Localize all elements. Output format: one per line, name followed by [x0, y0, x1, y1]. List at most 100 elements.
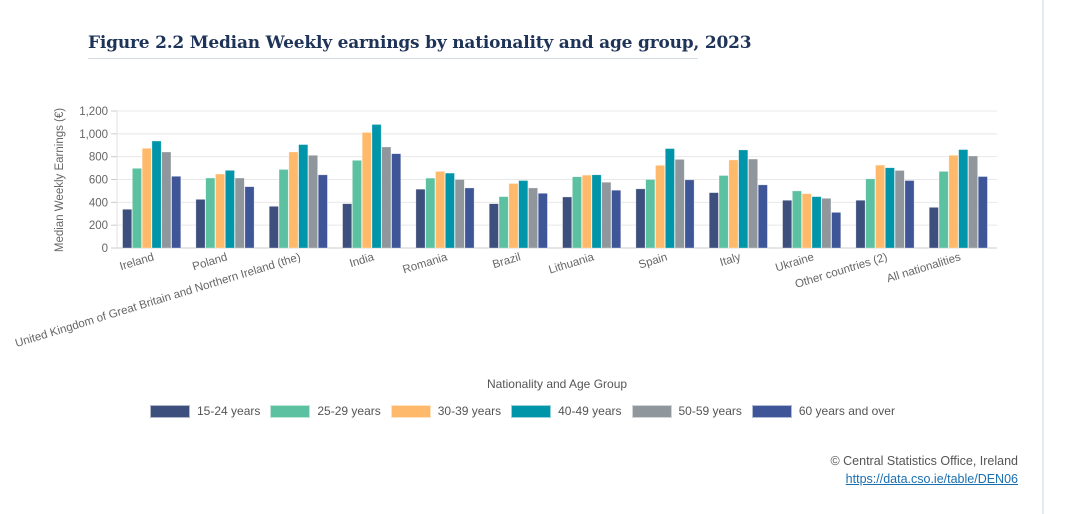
bar-30-39-years-6[interactable]: [581, 174, 592, 249]
legend-item[interactable]: 50-59 years: [631, 404, 742, 418]
legend-swatch: [511, 404, 552, 418]
bar-25-29-years-5[interactable]: [498, 196, 509, 249]
y-axis-label: Median Weekly Earnings (€): [54, 108, 66, 252]
bar-30-39-years-10[interactable]: [875, 164, 885, 249]
bar-40-49-years-5[interactable]: [518, 180, 529, 249]
bar-60-years-and-over-5[interactable]: [537, 193, 548, 249]
bar-25-29-years-4[interactable]: [425, 177, 436, 249]
bar-60-years-and-over-0[interactable]: [171, 176, 182, 249]
x-tick-label: All nationalities: [885, 251, 962, 285]
bar-40-49-years-9[interactable]: [811, 196, 822, 249]
bar-60-years-and-over-2[interactable]: [317, 174, 328, 249]
x-axis-label: Nationality and Age Group: [487, 377, 627, 391]
bar-40-49-years-10[interactable]: [884, 167, 895, 249]
bar-15-24-years-4[interactable]: [415, 188, 426, 249]
legend-item[interactable]: 30-39 years: [390, 404, 502, 418]
bar-30-39-years-9[interactable]: [801, 193, 812, 249]
bar-25-29-years-0[interactable]: [132, 168, 142, 249]
legend-item[interactable]: 25-29 years: [270, 404, 381, 418]
y-tick-label: 200: [89, 220, 108, 232]
bar-50-59-years-8[interactable]: [748, 158, 758, 249]
bar-50-59-years-10[interactable]: [894, 170, 905, 249]
bar-50-59-years-5[interactable]: [528, 187, 538, 249]
bar-15-24-years-2[interactable]: [268, 206, 279, 249]
legend-label: 30-39 years: [437, 404, 502, 418]
bar-50-59-years-3[interactable]: [381, 146, 392, 249]
bar-15-24-years-1[interactable]: [195, 199, 206, 249]
bar-60-years-and-over-11[interactable]: [977, 176, 988, 249]
legend-item[interactable]: 40-49 years: [511, 404, 622, 418]
bar-25-29-years-10[interactable]: [865, 178, 876, 249]
x-tick-label: United Kingdom of Great Britain and Nort…: [14, 251, 303, 350]
bar-50-59-years-0[interactable]: [161, 151, 172, 249]
bar-30-39-years-3[interactable]: [361, 132, 372, 249]
bar-50-59-years-2[interactable]: [308, 154, 318, 249]
bar-25-29-years-9[interactable]: [792, 190, 802, 249]
bar-15-24-years-6[interactable]: [562, 196, 573, 249]
legend-label: 15-24 years: [197, 404, 261, 418]
bar-40-49-years-8[interactable]: [738, 149, 749, 249]
y-tick-label: 800: [89, 152, 108, 164]
bar-40-49-years-0[interactable]: [151, 140, 162, 249]
bar-25-29-years-1[interactable]: [205, 177, 216, 249]
bar-15-24-years-5[interactable]: [488, 203, 499, 249]
bar-60-years-and-over-9[interactable]: [831, 212, 842, 249]
bar-25-29-years-3[interactable]: [352, 160, 362, 249]
bar-30-39-years-2[interactable]: [288, 151, 299, 249]
bar-30-39-years-8[interactable]: [728, 159, 739, 249]
bar-30-39-years-11[interactable]: [948, 154, 959, 249]
bar-15-24-years-0[interactable]: [122, 208, 133, 249]
bar-15-24-years-8[interactable]: [708, 192, 719, 249]
bar-60-years-and-over-7[interactable]: [684, 179, 695, 249]
bar-60-years-and-over-8[interactable]: [757, 184, 768, 249]
bar-40-49-years-2[interactable]: [298, 144, 309, 249]
bar-60-years-and-over-10[interactable]: [904, 180, 915, 249]
bar-25-29-years-7[interactable]: [645, 179, 656, 249]
bar-25-29-years-6[interactable]: [572, 176, 582, 249]
bar-15-24-years-3[interactable]: [342, 203, 353, 249]
bar-40-49-years-4[interactable]: [444, 172, 455, 249]
bar-40-49-years-6[interactable]: [591, 174, 602, 249]
legend-label: 40-49 years: [558, 404, 622, 418]
x-tick-label: Romania: [401, 251, 449, 276]
bar-50-59-years-9[interactable]: [821, 198, 832, 249]
bar-60-years-and-over-4[interactable]: [464, 187, 475, 249]
bar-15-24-years-10[interactable]: [855, 199, 866, 249]
x-tick-label: Spain: [637, 251, 669, 271]
bar-50-59-years-6[interactable]: [601, 181, 612, 249]
bar-15-24-years-7[interactable]: [635, 188, 646, 249]
source-link[interactable]: https://data.cso.ie/table/DEN06: [845, 472, 1018, 486]
figure-title: Figure 2.2 Median Weekly earnings by nat…: [88, 33, 752, 53]
bar-50-59-years-7[interactable]: [674, 159, 685, 249]
bar-25-29-years-11[interactable]: [938, 171, 949, 249]
bar-40-49-years-1[interactable]: [225, 170, 235, 249]
bar-60-years-and-over-3[interactable]: [391, 153, 402, 249]
legend-label: 60 years and over: [798, 404, 895, 418]
bar-50-59-years-1[interactable]: [234, 177, 245, 249]
bar-40-49-years-11[interactable]: [958, 149, 969, 249]
bar-30-39-years-7[interactable]: [655, 165, 665, 249]
x-tick-label: Ireland: [118, 251, 155, 273]
bar-30-39-years-4[interactable]: [435, 171, 445, 249]
legend-item[interactable]: 60 years and over: [751, 404, 895, 418]
bar-15-24-years-9[interactable]: [782, 199, 793, 249]
y-tick-label: 1,200: [79, 106, 108, 118]
legend-swatch: [751, 404, 792, 418]
bar-60-years-and-over-1[interactable]: [244, 186, 255, 249]
bar-15-24-years-11[interactable]: [928, 207, 939, 249]
bar-25-29-years-2[interactable]: [278, 169, 289, 249]
bar-30-39-years-0[interactable]: [141, 148, 152, 249]
bar-25-29-years-8[interactable]: [718, 175, 729, 249]
bar-50-59-years-11[interactable]: [968, 155, 978, 249]
bar-60-years-and-over-6[interactable]: [611, 189, 622, 249]
bar-30-39-years-5[interactable]: [508, 183, 519, 249]
bar-40-49-years-7[interactable]: [664, 148, 675, 249]
x-tick-label: India: [348, 251, 376, 270]
legend-item[interactable]: 15-24 years: [150, 404, 260, 418]
bar-30-39-years-1[interactable]: [215, 173, 225, 249]
y-axis: 0 200 400 600 800 1,000 1,200: [79, 106, 118, 255]
bar-40-49-years-3[interactable]: [371, 124, 382, 249]
y-tick-label: 0: [102, 243, 108, 255]
bar-50-59-years-4[interactable]: [454, 179, 465, 249]
